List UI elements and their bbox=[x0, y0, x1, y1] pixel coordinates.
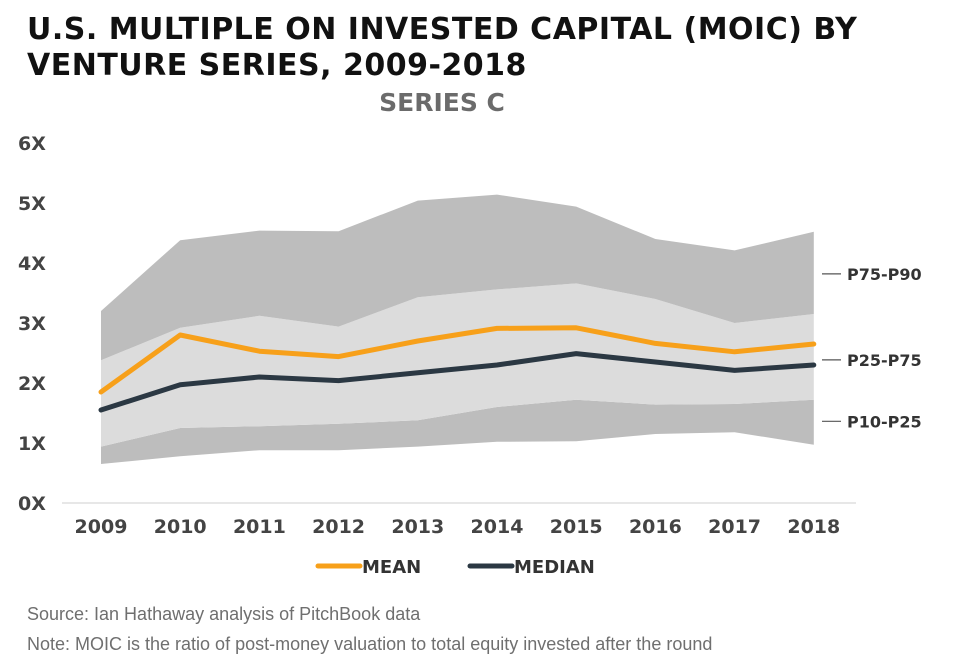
chart-subtitle: SERIES C bbox=[379, 88, 505, 117]
x-tick-label: 2011 bbox=[233, 516, 286, 538]
band-label-p25-p75: P25-P75 bbox=[822, 351, 922, 370]
y-axis: 0X 1X 2X 3X 4X 5X 6X bbox=[18, 133, 46, 515]
legend-label: MEDIAN bbox=[514, 557, 595, 578]
x-tick-label: 2017 bbox=[708, 516, 761, 538]
x-tick-label: 2009 bbox=[75, 516, 128, 538]
moic-definition-note: Note: MOIC is the ratio of post-money va… bbox=[27, 634, 713, 654]
chart-legend: MEAN MEDIAN bbox=[315, 557, 595, 578]
x-tick-label: 2013 bbox=[391, 516, 444, 538]
band-label-text: P25-P75 bbox=[847, 351, 922, 370]
series-line-mean bbox=[98, 325, 817, 395]
band-labels: P75-P90 P25-P75 P10-P25 bbox=[822, 265, 922, 431]
band-label-p10-p25: P10-P25 bbox=[822, 412, 922, 431]
y-tick-label: 5X bbox=[18, 193, 46, 215]
legend-item-mean: MEAN bbox=[315, 557, 421, 578]
y-tick-label: 2X bbox=[18, 373, 46, 395]
series-lines bbox=[98, 325, 817, 413]
x-tick-label: 2016 bbox=[629, 516, 682, 538]
series-line-median bbox=[98, 351, 817, 413]
x-tick-label: 2015 bbox=[550, 516, 603, 538]
band-p75-p90 bbox=[101, 194, 814, 361]
percentile-bands bbox=[101, 194, 814, 464]
legend-item-median: MEDIAN bbox=[467, 557, 595, 578]
x-tick-label: 2014 bbox=[471, 516, 524, 538]
y-tick-label: 4X bbox=[18, 253, 46, 275]
x-tick-label: 2018 bbox=[787, 516, 840, 538]
x-tick-label: 2010 bbox=[154, 516, 207, 538]
chart-title: U.S. MULTIPLE ON INVESTED CAPITAL (MOIC)… bbox=[27, 12, 858, 83]
band-label-text: P75-P90 bbox=[847, 265, 922, 284]
band-p25-p75 bbox=[101, 283, 814, 447]
y-tick-label: 3X bbox=[18, 313, 46, 335]
y-tick-label: 6X bbox=[18, 133, 46, 155]
x-axis: 2009 2010 2011 2012 2013 2014 2015 2016 2017 2018 bbox=[75, 516, 841, 538]
band-label-p75-p90: P75-P90 bbox=[822, 265, 922, 284]
y-tick-label: 1X bbox=[18, 433, 46, 455]
legend-label: MEAN bbox=[362, 557, 421, 578]
x-tick-label: 2012 bbox=[312, 516, 365, 538]
source-note: Source: Ian Hathaway analysis of PitchBo… bbox=[27, 604, 421, 624]
band-label-text: P10-P25 bbox=[847, 412, 922, 431]
band-p10-p25 bbox=[101, 399, 814, 464]
y-tick-label: 0X bbox=[18, 493, 46, 515]
